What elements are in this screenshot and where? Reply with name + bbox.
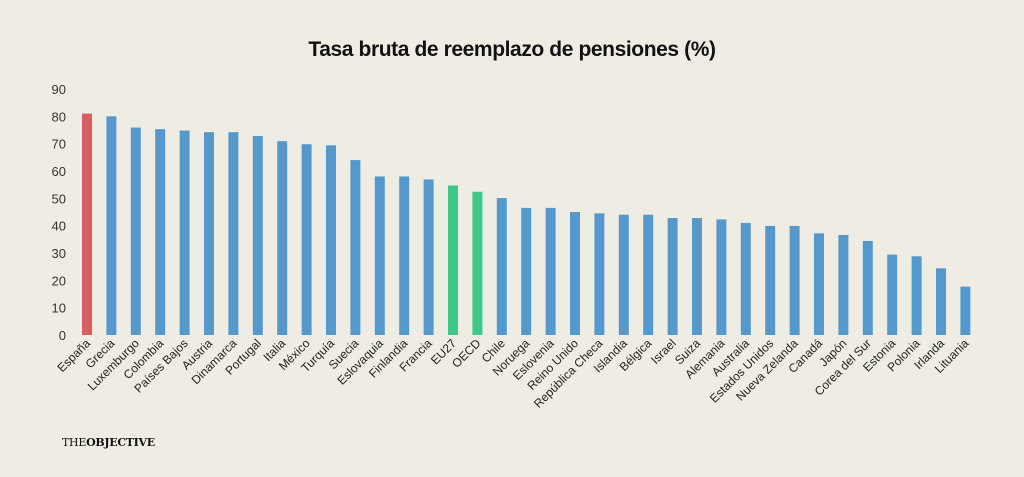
- bar-eslovaquia: [374, 176, 385, 335]
- y-tick-label: 40: [52, 219, 66, 234]
- y-tick-label: 10: [52, 301, 66, 316]
- bar-grecia: [106, 116, 117, 335]
- bar-eslovenia: [545, 207, 556, 335]
- y-tick-label: 0: [59, 328, 66, 343]
- y-tick-label: 80: [52, 109, 66, 124]
- y-tick-label: 30: [52, 246, 66, 261]
- bar-noruega: [521, 207, 532, 335]
- bar-suecia: [350, 160, 361, 335]
- logo-prefix: THE: [62, 436, 87, 449]
- bar-méxico: [301, 144, 312, 335]
- bar-república-checa: [594, 213, 605, 335]
- bar-reino-unido: [570, 212, 580, 335]
- bar-australia: [740, 222, 751, 335]
- bar-oecd: [472, 191, 483, 335]
- y-tick-label: 60: [52, 164, 66, 179]
- bar-países-bajos: [179, 130, 190, 335]
- bar-japón: [838, 234, 849, 335]
- bar-israel: [667, 218, 678, 335]
- bar-lituania: [960, 286, 971, 335]
- x-tick-label: OECD: [449, 336, 484, 371]
- bar-canadá: [814, 233, 824, 335]
- bar-españa: [82, 113, 92, 335]
- chart-title: Tasa bruta de reemplazo de pensiones (%): [308, 38, 716, 61]
- bar-luxemburgo: [130, 127, 141, 335]
- bar-estonia: [887, 254, 898, 335]
- bar-austria: [204, 132, 214, 335]
- bar-finlandia: [399, 176, 410, 335]
- bar-corea-del-sur: [862, 240, 873, 335]
- bar-francia: [423, 179, 434, 335]
- bar-suiza: [692, 218, 702, 335]
- bar-irlanda: [936, 268, 946, 335]
- bar-italia: [277, 141, 288, 335]
- bar-alemania: [716, 219, 727, 335]
- bar-chile: [496, 198, 507, 335]
- bar-polonia: [911, 256, 922, 335]
- bar-eu27: [448, 185, 458, 335]
- bar-turquía: [326, 145, 336, 335]
- bar-nueva-zelanda: [789, 225, 800, 335]
- bar-chart: 0102030405060708090EspañaGreciaLuxemburg…: [52, 82, 972, 411]
- y-tick-label: 20: [52, 273, 66, 288]
- y-tick-label: 50: [52, 191, 66, 206]
- y-tick-label: 70: [52, 137, 66, 152]
- y-tick-label: 90: [52, 82, 66, 97]
- bar-dinamarca: [228, 132, 239, 335]
- bar-bélgica: [643, 214, 654, 335]
- logo-name: OBJECTIVE: [86, 436, 155, 449]
- x-tick-label: Israel: [648, 336, 679, 367]
- bar-portugal: [252, 136, 263, 335]
- bar-islandia: [618, 214, 629, 335]
- bar-estados-unidos: [765, 225, 776, 335]
- bar-colombia: [155, 129, 166, 335]
- brand-logo: THEOBJECTIVE: [62, 436, 155, 449]
